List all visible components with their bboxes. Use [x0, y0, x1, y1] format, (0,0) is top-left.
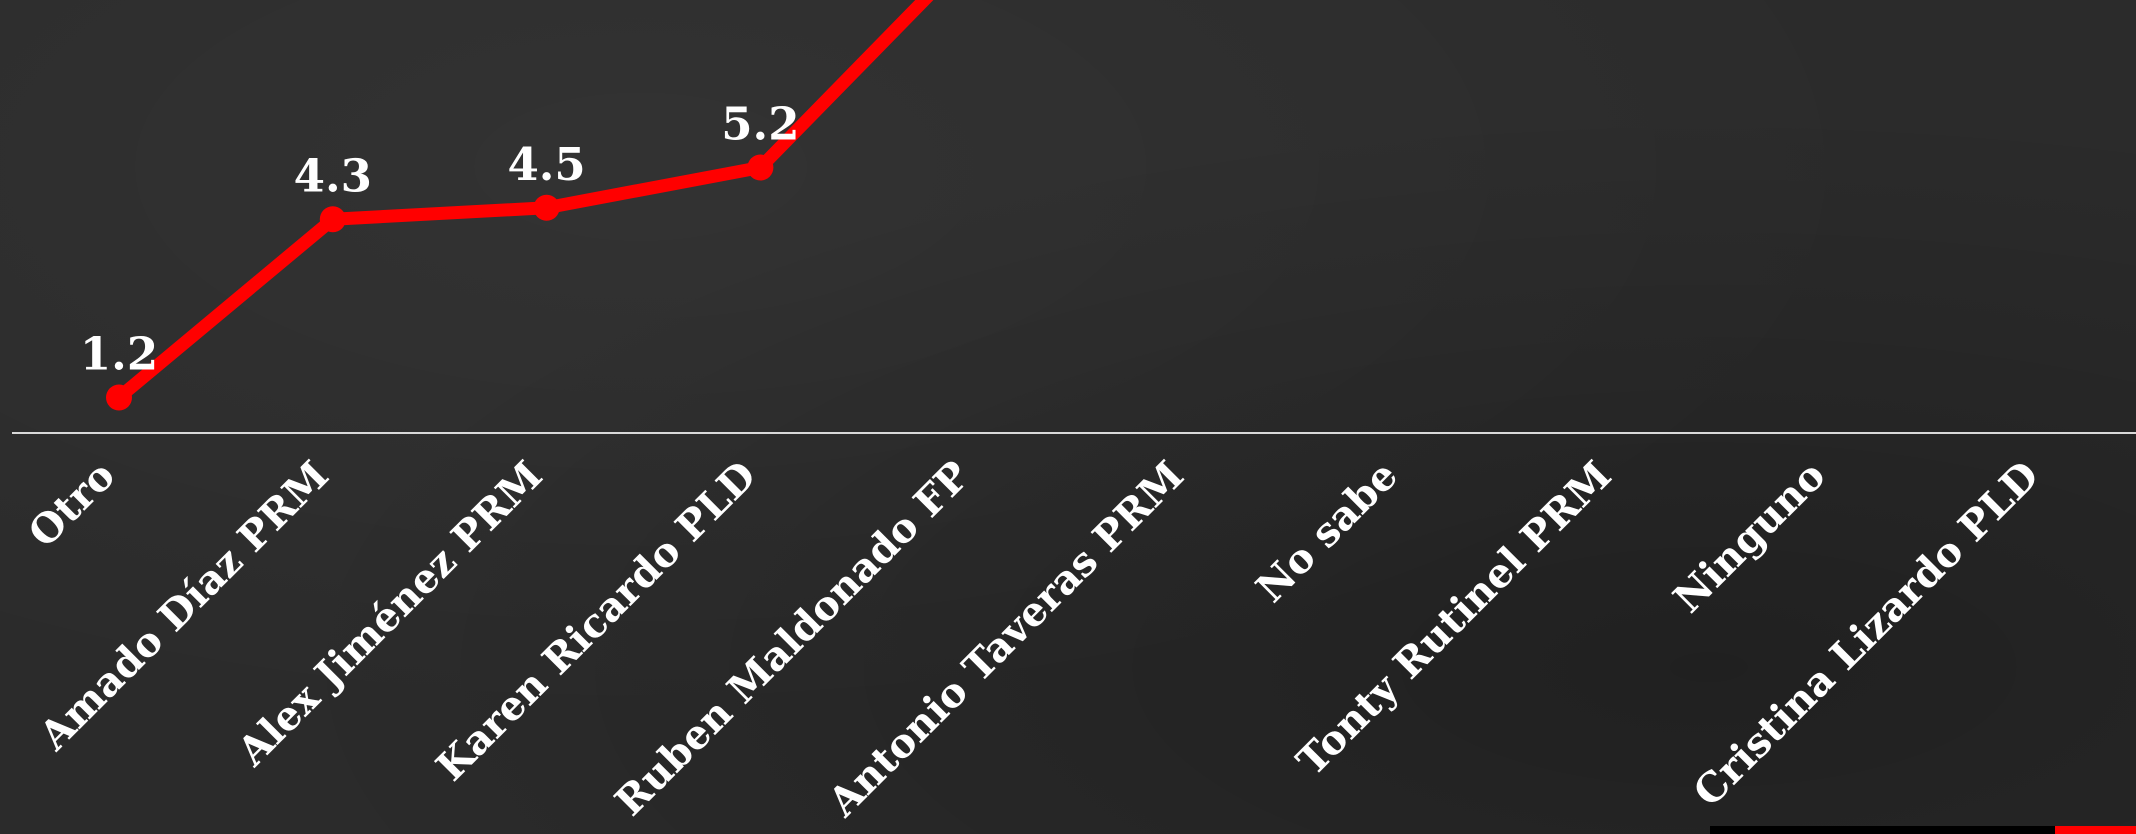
series-line — [112, 0, 934, 404]
footer-accent — [2055, 826, 2136, 834]
data-point — [747, 154, 774, 181]
data-label: 4.5 — [507, 138, 585, 191]
category-label: Ninguno — [1664, 452, 1834, 622]
category-label: Cristina Lizardo PLD — [1684, 452, 2048, 816]
data-point — [106, 384, 132, 411]
category-label: No sabe — [1247, 452, 1407, 612]
category-label: Ruben Maldonado FP — [606, 452, 979, 825]
category-label: Otro — [19, 452, 124, 557]
data-label: 5.2 — [721, 98, 799, 151]
data-point — [319, 206, 346, 233]
category-label: Antonio Taveras PRM — [818, 452, 1193, 827]
value-labels: 1.24.34.55.29.010.611.315.218.819.7 — [80, 98, 800, 381]
footer-bar — [1710, 826, 2136, 834]
data-label: 4.3 — [294, 149, 372, 202]
data-label: 1.2 — [80, 328, 158, 381]
series-layer — [106, 0, 934, 411]
data-point — [533, 194, 560, 221]
